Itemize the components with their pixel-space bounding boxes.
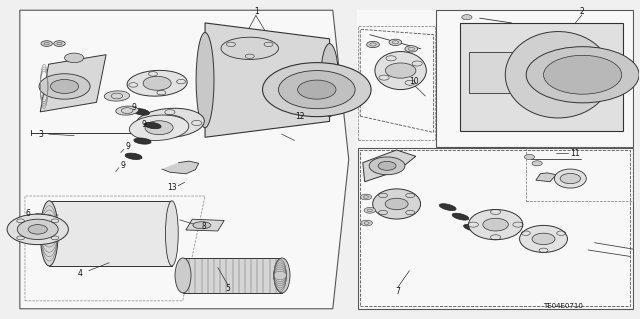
Text: 2: 2 — [579, 7, 584, 16]
Ellipse shape — [134, 138, 151, 144]
Circle shape — [145, 121, 173, 135]
Text: 5: 5 — [225, 284, 230, 293]
Circle shape — [360, 194, 372, 200]
Circle shape — [154, 115, 186, 131]
Ellipse shape — [144, 122, 161, 129]
Ellipse shape — [133, 108, 150, 115]
Ellipse shape — [196, 33, 214, 128]
Ellipse shape — [40, 201, 58, 266]
Circle shape — [367, 41, 380, 48]
Circle shape — [526, 47, 639, 103]
Text: 9: 9 — [121, 161, 125, 170]
Ellipse shape — [193, 222, 211, 229]
Circle shape — [41, 41, 52, 47]
Polygon shape — [186, 219, 224, 231]
Circle shape — [560, 174, 580, 184]
Ellipse shape — [175, 258, 191, 293]
Circle shape — [51, 79, 79, 93]
Circle shape — [524, 154, 534, 160]
Ellipse shape — [321, 44, 339, 117]
Text: 6: 6 — [25, 209, 30, 218]
Circle shape — [532, 233, 555, 245]
Text: 7: 7 — [396, 287, 401, 296]
Ellipse shape — [104, 91, 130, 101]
Polygon shape — [363, 150, 416, 182]
Ellipse shape — [505, 32, 611, 118]
Ellipse shape — [274, 258, 290, 293]
Text: 8: 8 — [202, 222, 206, 231]
Circle shape — [405, 46, 418, 52]
Polygon shape — [461, 23, 623, 131]
Circle shape — [28, 225, 47, 234]
Bar — [358, 26, 435, 140]
Text: 9: 9 — [131, 103, 136, 112]
Polygon shape — [205, 23, 330, 137]
Polygon shape — [162, 161, 198, 174]
Ellipse shape — [463, 224, 481, 231]
Circle shape — [389, 39, 402, 46]
Circle shape — [65, 53, 84, 63]
Polygon shape — [20, 10, 349, 309]
Circle shape — [278, 70, 355, 109]
Ellipse shape — [372, 189, 420, 219]
Ellipse shape — [452, 213, 469, 220]
Text: 12: 12 — [295, 112, 304, 121]
Ellipse shape — [116, 106, 138, 115]
Bar — [49, 201, 172, 266]
Circle shape — [143, 76, 172, 90]
Circle shape — [361, 220, 372, 226]
Text: 10: 10 — [410, 77, 419, 86]
Circle shape — [17, 219, 58, 240]
Ellipse shape — [125, 153, 142, 160]
Circle shape — [385, 63, 416, 78]
Circle shape — [364, 207, 376, 213]
Ellipse shape — [468, 210, 523, 240]
Ellipse shape — [439, 204, 456, 211]
Circle shape — [369, 157, 405, 175]
Circle shape — [378, 161, 396, 170]
Circle shape — [532, 161, 542, 166]
Circle shape — [298, 80, 336, 99]
Circle shape — [7, 214, 68, 245]
Text: 9: 9 — [142, 120, 147, 129]
Ellipse shape — [554, 169, 586, 188]
Ellipse shape — [221, 37, 278, 59]
Circle shape — [462, 15, 472, 20]
Circle shape — [262, 63, 371, 117]
Text: 4: 4 — [78, 269, 83, 278]
Ellipse shape — [129, 115, 189, 140]
Bar — [525, 147, 633, 201]
Circle shape — [39, 74, 90, 99]
Ellipse shape — [127, 70, 187, 96]
Text: 11: 11 — [571, 149, 580, 158]
Bar — [183, 258, 282, 293]
Bar — [357, 10, 635, 309]
Circle shape — [483, 218, 508, 231]
Text: 9: 9 — [126, 142, 131, 151]
Text: 1: 1 — [254, 7, 259, 16]
Ellipse shape — [136, 108, 204, 138]
Polygon shape — [536, 173, 556, 182]
Bar — [468, 52, 525, 93]
Polygon shape — [40, 55, 106, 112]
Circle shape — [54, 41, 65, 47]
Circle shape — [385, 198, 408, 210]
Text: TE04E0710: TE04E0710 — [543, 303, 582, 308]
Circle shape — [543, 55, 621, 94]
Text: 13: 13 — [167, 183, 177, 192]
Text: 3: 3 — [38, 130, 44, 138]
Ellipse shape — [375, 52, 426, 90]
Ellipse shape — [166, 201, 178, 266]
Ellipse shape — [520, 226, 568, 252]
